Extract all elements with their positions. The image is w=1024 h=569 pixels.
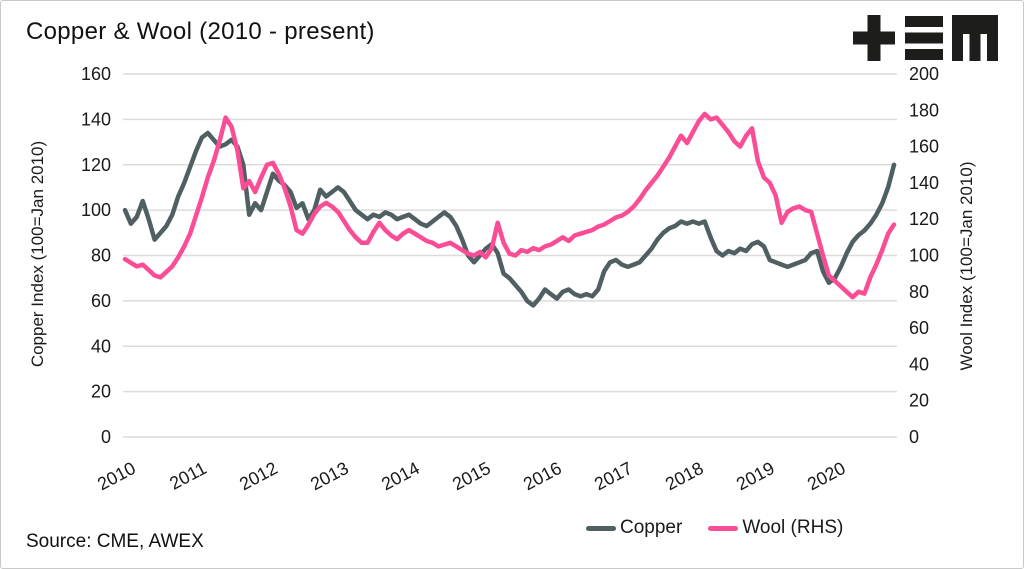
svg-text:0: 0 [909,427,919,447]
chart-title: Copper & Wool (2010 - present) [26,18,375,45]
source-note: Source: CME, AWEX [26,531,204,552]
svg-text:2015: 2015 [449,458,494,494]
svg-text:160: 160 [81,64,111,84]
svg-text:200: 200 [909,64,939,84]
legend-label-wool: Wool (RHS) [742,517,844,538]
svg-text:2018: 2018 [662,458,707,494]
svg-text:2019: 2019 [733,458,778,494]
svg-text:60: 60 [91,291,111,311]
svg-text:140: 140 [81,109,111,129]
svg-text:120: 120 [909,209,939,229]
svg-text:2014: 2014 [378,458,423,494]
left-axis-ticks: 0 20 40 60 80 100 120 140 160 [81,64,111,447]
legend-swatch-wool [708,525,739,531]
legend-swatch-copper [586,525,616,531]
x-axis-ticks: 2010 2011 2012 2013 2014 2015 2016 2017 2018 2019… [94,458,849,494]
svg-text:0: 0 [101,427,111,447]
svg-text:100: 100 [81,200,111,220]
triple-bar-icon [905,16,943,60]
legend-item-copper: Copper [586,517,682,539]
m-mark-icon [952,15,998,61]
chart-canvas: 0 20 40 60 80 100 120 140 160 0 20 40 60 80 100 120 140 1… [81,64,939,494]
copper-line [122,130,897,308]
legend-label-copper: Copper [620,517,683,538]
svg-text:20: 20 [909,391,929,411]
svg-text:40: 40 [909,354,929,374]
svg-text:2016: 2016 [520,458,565,494]
svg-text:80: 80 [909,282,929,302]
brand-logo [853,15,998,61]
svg-text:2012: 2012 [236,458,281,494]
svg-text:80: 80 [91,246,111,266]
svg-text:100: 100 [909,246,939,266]
wool-line [122,111,897,300]
svg-text:180: 180 [909,100,939,120]
plus-icon [853,15,895,61]
svg-text:2010: 2010 [94,458,139,494]
svg-text:120: 120 [81,155,111,175]
svg-text:2017: 2017 [591,458,636,494]
legend: Copper Wool (RHS) [586,517,843,539]
svg-text:20: 20 [91,382,111,402]
svg-text:40: 40 [91,336,111,356]
svg-text:160: 160 [909,137,939,157]
svg-text:60: 60 [909,318,929,338]
svg-text:2011: 2011 [166,458,210,494]
svg-text:2013: 2013 [307,458,352,494]
svg-text:140: 140 [909,173,939,193]
right-axis-ticks: 0 20 40 60 80 100 120 140 160 180 200 [909,64,939,447]
svg-text:2020: 2020 [804,458,849,494]
legend-item-wool: Wool (RHS) [708,517,843,539]
